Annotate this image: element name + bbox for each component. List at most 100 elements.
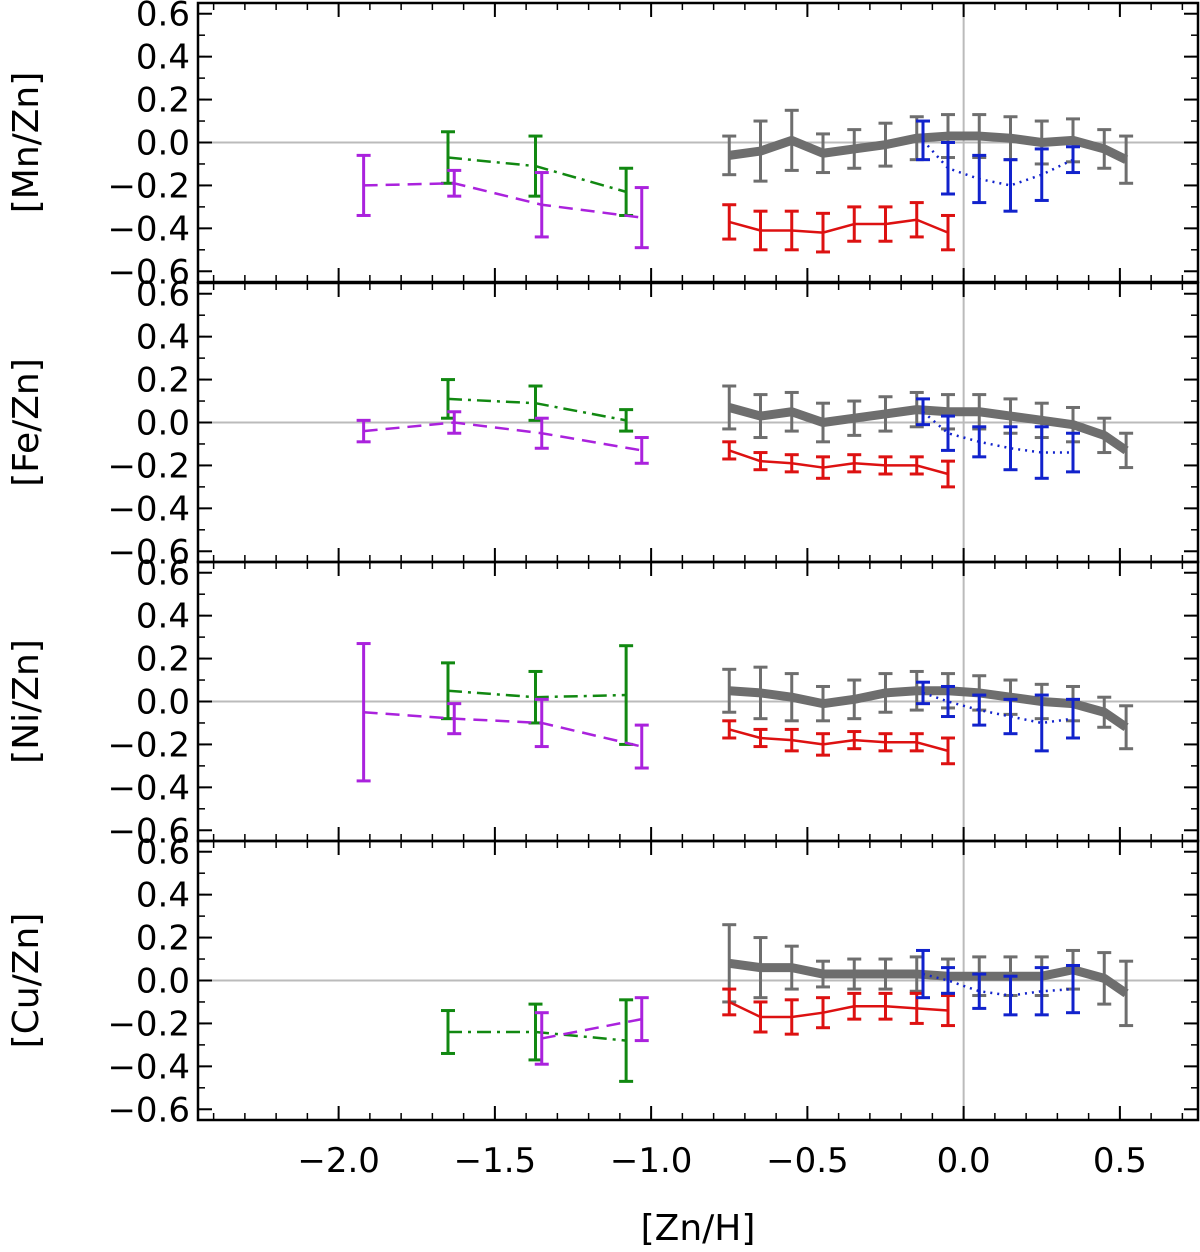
error-bar-purple: [634, 723, 649, 770]
error-bar-red: [816, 996, 830, 1030]
error-bar-green: [619, 408, 634, 433]
series-purple: [534, 996, 649, 1066]
error-bar-grey: [1097, 695, 1112, 729]
error-bar-blue: [1034, 966, 1049, 1017]
error-bar-blue: [1003, 158, 1018, 213]
series-blue: [916, 680, 1080, 753]
series-line-grey: [728, 958, 1129, 998]
series-blue: [916, 948, 1080, 1017]
error-bar-grey: [722, 667, 737, 714]
series-green: [441, 644, 634, 746]
error-bar-purple: [356, 642, 371, 783]
y-tick-label: 0.2: [136, 919, 190, 959]
error-bar-grey: [878, 672, 893, 714]
error-bar-red: [784, 453, 799, 474]
error-bar-red: [878, 455, 893, 476]
series-blue: [916, 397, 1080, 480]
series-grey: [722, 384, 1134, 470]
error-bar-grey: [1097, 951, 1112, 1006]
panel-2: 0.60.40.20.0−0.2−0.4−0.6 [Ni/Zn]: [6, 554, 1200, 851]
error-bar-blue: [1003, 425, 1018, 472]
error-bar-red: [847, 205, 862, 243]
x-tick-label: 0.5: [1093, 1141, 1147, 1181]
panel-0: 0.60.40.20.0−0.2−0.4−0.6 [Mn/Zn]: [6, 0, 1200, 292]
error-bar-grey: [753, 936, 768, 1000]
error-bar-grey: [753, 119, 768, 183]
x-tick-label: −0.5: [766, 1141, 849, 1181]
series-line-grey: [728, 686, 1129, 731]
y-tick-label: 0.2: [136, 361, 190, 401]
y-tick-label: 0.0: [136, 962, 190, 1002]
series-purple: [356, 642, 649, 783]
error-bar-red: [722, 203, 737, 241]
error-bar-purple: [447, 702, 462, 736]
y-tick-label: 0.6: [136, 275, 190, 315]
y-tick-label: −0.2: [107, 1004, 190, 1044]
error-bar-blue: [1066, 145, 1080, 175]
series-line-blue: [922, 410, 1073, 454]
series-line-red: [728, 1000, 949, 1019]
y-tick-label: 0.4: [136, 876, 190, 916]
error-bar-green: [441, 1009, 455, 1055]
error-bar-blue: [1034, 693, 1049, 753]
error-bar-grey: [847, 128, 862, 170]
error-bar-grey: [753, 393, 768, 440]
error-bar-grey: [1119, 134, 1134, 185]
error-bar-red: [784, 998, 799, 1036]
y-tick-label: 0.4: [136, 318, 190, 358]
error-bar-blue: [916, 680, 930, 706]
series-line-blue: [922, 691, 1074, 725]
error-bar-purple: [447, 168, 462, 198]
series-line-blue: [922, 139, 1074, 187]
series-line-purple: [363, 710, 643, 748]
error-bar-blue: [972, 693, 987, 727]
error-bar-purple: [634, 186, 649, 250]
error-bar-red: [753, 727, 768, 749]
y-tick-label: −0.4: [107, 1047, 190, 1087]
error-bar-blue: [1066, 963, 1080, 1015]
series-line-red: [728, 728, 949, 753]
error-bar-red: [909, 201, 924, 239]
error-bar-purple: [356, 418, 371, 444]
error-bar-red: [878, 205, 893, 243]
y-tick-label: −0.6: [107, 532, 190, 572]
error-bar-red: [753, 209, 768, 252]
y-tick-label: 0.0: [136, 683, 190, 723]
error-bar-green: [528, 134, 543, 198]
x-tick-label: −1.5: [454, 1141, 537, 1181]
y-tick-label: 0.2: [136, 81, 190, 121]
y-tick-label: 0.6: [136, 833, 190, 873]
y-axis-title: [Cu/Zn]: [6, 913, 47, 1049]
series-line-green: [448, 1030, 627, 1042]
series-line-purple: [541, 1017, 642, 1040]
error-bar-grey: [878, 121, 893, 168]
y-tick-label: −0.6: [107, 252, 190, 292]
error-bar-red: [941, 994, 955, 1028]
error-bar-grey: [847, 957, 862, 991]
error-bar-red: [784, 727, 799, 753]
series-red: [722, 719, 955, 766]
x-tick-label: 0.0: [937, 1141, 991, 1181]
y-tick-label: −0.2: [107, 446, 190, 486]
error-bar-purple: [534, 171, 549, 239]
error-bar-blue: [941, 414, 955, 452]
error-bar-red: [847, 730, 862, 751]
error-bar-grey: [847, 678, 862, 721]
series-blue: [916, 119, 1080, 213]
error-bar-blue: [1066, 431, 1080, 474]
y-tick-label: −0.2: [107, 166, 190, 206]
panel-1: 0.60.40.20.0−0.2−0.4−0.6 [Fe/Zn]: [6, 275, 1200, 572]
error-bar-blue: [1003, 697, 1018, 736]
series-line-purple: [363, 182, 642, 219]
error-bar-grey: [909, 955, 924, 993]
error-bar-red: [941, 459, 955, 489]
error-bar-grey: [784, 944, 799, 991]
error-bar-purple: [534, 697, 549, 749]
y-tick-label: −0.6: [107, 1090, 190, 1130]
error-bar-grey: [816, 959, 830, 989]
error-bar-blue: [1034, 425, 1049, 480]
series-line-grey: [728, 131, 1129, 164]
error-bar-grey: [878, 957, 893, 991]
error-bar-blue: [1003, 974, 1018, 1017]
